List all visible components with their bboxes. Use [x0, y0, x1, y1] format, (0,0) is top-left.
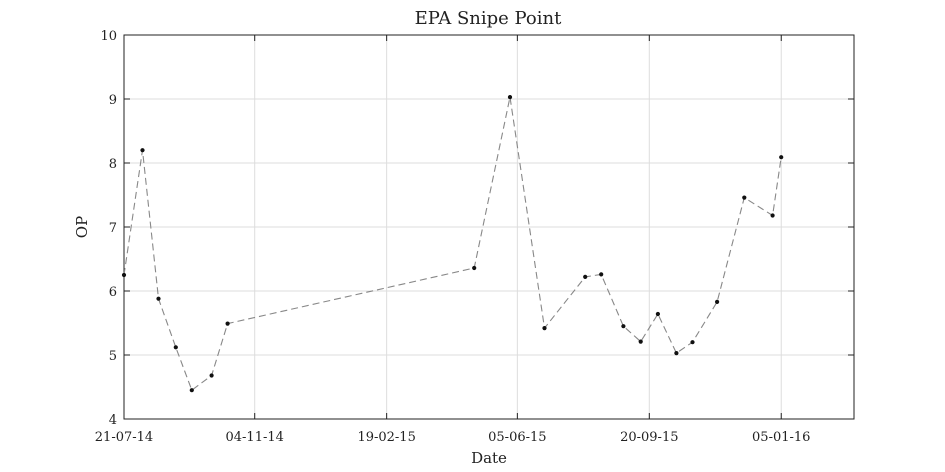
data-point	[715, 299, 720, 304]
data-point	[779, 155, 784, 160]
grid	[124, 35, 854, 419]
data-point	[189, 388, 194, 393]
y-tick-label: 7	[109, 221, 117, 236]
data-point	[121, 272, 127, 278]
x-axis-label: Date	[471, 449, 507, 467]
data-point	[140, 148, 145, 153]
data-point	[742, 195, 747, 200]
data-point	[599, 272, 604, 277]
data-point	[655, 311, 661, 317]
chart-title: EPA Snipe Point	[415, 8, 562, 29]
data-point	[542, 326, 547, 331]
x-tick-label: 20-09-15	[620, 430, 678, 445]
data-point	[472, 265, 477, 271]
x-tick-label: 05-01-16	[752, 430, 810, 445]
data-point	[209, 373, 214, 378]
data-point	[638, 339, 643, 344]
y-tick-label: 6	[109, 285, 117, 300]
data-point	[674, 351, 679, 356]
series-line	[123, 96, 782, 392]
data-point	[690, 340, 695, 345]
data-point	[225, 321, 230, 326]
y-tick-label: 5	[109, 349, 117, 364]
y-tick-label: 9	[109, 93, 117, 108]
y-tick-label: 8	[109, 157, 117, 172]
x-tick-label: 05-06-15	[488, 430, 546, 445]
x-tick-label: 04-11-14	[225, 430, 283, 445]
data-point	[173, 345, 178, 350]
data-point	[156, 296, 161, 301]
series-layer	[121, 95, 784, 393]
axis-ticks: 4 5 6 7 8 9 10 21-07-14 04-11-14 19-02-15 05-06-15…	[95, 29, 854, 445]
data-point	[507, 95, 513, 100]
x-tick-label: 19-02-15	[357, 430, 415, 445]
data-point	[770, 213, 775, 218]
data-point	[583, 274, 588, 279]
y-axis-label: OP	[73, 216, 91, 238]
data-point	[621, 324, 626, 329]
y-tick-label: 10	[100, 29, 117, 44]
x-tick-label: 21-07-14	[95, 430, 153, 445]
y-tick-label: 4	[109, 413, 117, 428]
